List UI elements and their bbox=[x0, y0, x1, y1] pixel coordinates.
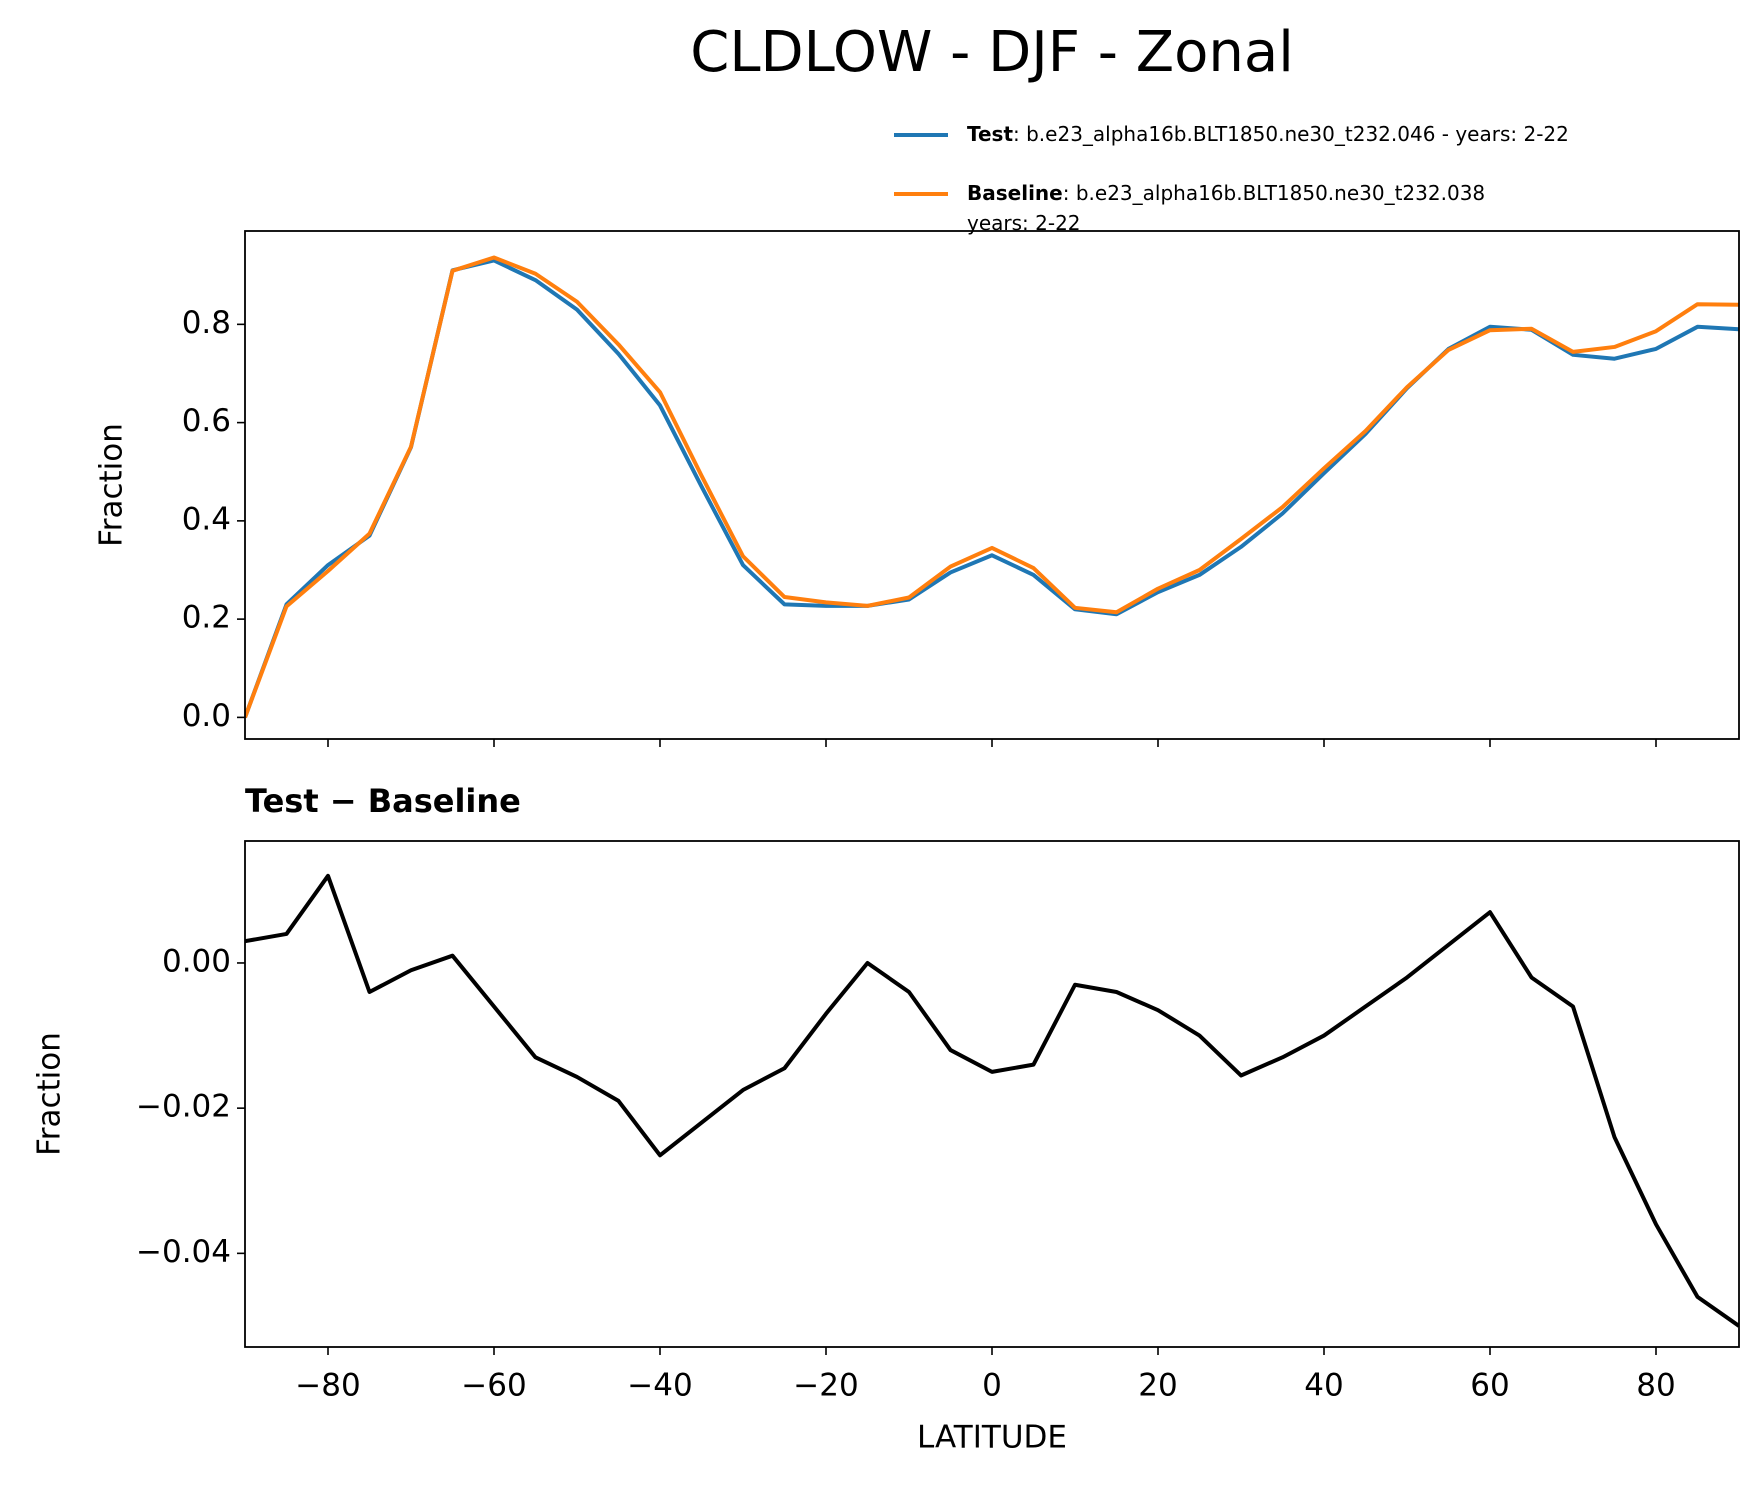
y-tick-label: 0.8 bbox=[182, 305, 231, 341]
x-tick-label: 40 bbox=[1304, 1368, 1343, 1404]
legend-name: Baseline bbox=[967, 181, 1063, 205]
y-tick-label: 0.0 bbox=[182, 698, 231, 734]
x-tick-label: −80 bbox=[295, 1368, 360, 1404]
legend-label: Baseline: b.e23_alpha16b.BLT1850.ne30_t2… bbox=[967, 181, 1485, 205]
y-axis-label: Fraction bbox=[94, 423, 130, 547]
plot-area bbox=[245, 255, 1739, 719]
legend-text: years: 2-22 bbox=[967, 211, 1081, 235]
x-tick-label: 20 bbox=[1138, 1368, 1177, 1404]
legend-name: Test bbox=[967, 122, 1013, 146]
y-tick-label: 0.4 bbox=[182, 501, 231, 537]
y-tick-label: 0.2 bbox=[182, 600, 231, 636]
data-line bbox=[245, 255, 1739, 719]
x-tick-label: 80 bbox=[1636, 1368, 1675, 1404]
axes-frame bbox=[244, 230, 1740, 740]
legend-text: : b.e23_alpha16b.BLT1850.ne30_t232.046 -… bbox=[1013, 122, 1569, 146]
y-axis-label: Fraction bbox=[32, 1032, 68, 1156]
data-line bbox=[245, 258, 1739, 719]
x-tick-label: −60 bbox=[461, 1368, 526, 1404]
y-tick-label: 0.00 bbox=[162, 943, 231, 979]
x-axis-label: LATITUDE bbox=[917, 1420, 1067, 1456]
x-tick-label: 0 bbox=[982, 1368, 1002, 1404]
y-tick-label: −0.02 bbox=[136, 1089, 231, 1125]
panel-title: Test − Baseline bbox=[245, 782, 521, 820]
x-tick-label: −40 bbox=[627, 1368, 692, 1404]
data-line bbox=[245, 873, 1739, 1328]
axes-frame bbox=[244, 840, 1740, 1348]
legend-text: : b.e23_alpha16b.BLT1850.ne30_t232.038 bbox=[1063, 181, 1485, 205]
y-tick-label: 0.6 bbox=[182, 403, 231, 439]
y-tick-label: −0.04 bbox=[136, 1234, 231, 1270]
x-tick-label: 60 bbox=[1470, 1368, 1509, 1404]
x-tick-label: −20 bbox=[793, 1368, 858, 1404]
legend-label: Test: b.e23_alpha16b.BLT1850.ne30_t232.0… bbox=[967, 122, 1569, 146]
chart-title: CLDLOW - DJF - Zonal bbox=[690, 20, 1294, 85]
plot-area bbox=[245, 873, 1739, 1328]
legend-label: years: 2-22 bbox=[967, 211, 1081, 235]
